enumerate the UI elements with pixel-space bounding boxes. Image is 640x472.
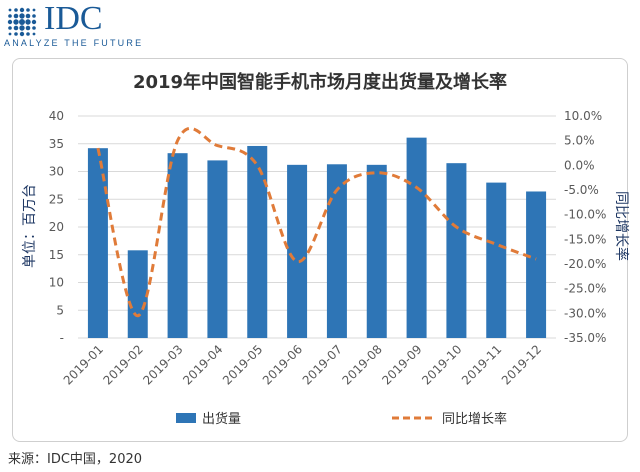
left-axis-ticks: - 5 10 15 20 25 30 35 40 (49, 109, 64, 345)
bar (446, 163, 467, 338)
left-tick-label: 5 (56, 303, 64, 317)
growth-rate-line (96, 126, 537, 318)
bar (247, 145, 268, 338)
right-tick-label: 0.0% (564, 158, 595, 172)
x-tick-label: 2019-04 (180, 342, 225, 387)
x-tick-label: 2019-12 (499, 342, 544, 387)
x-tick-label: 2019-09 (379, 342, 424, 387)
bar (366, 164, 387, 338)
legend-bar-swatch (176, 413, 196, 423)
bar (207, 160, 228, 338)
right-tick-label: -30.0% (564, 306, 606, 320)
right-tick-label: 10.0% (564, 109, 602, 123)
legend-bar-label: 出货量 (202, 411, 241, 427)
chart-title: 2019年中国智能手机市场月度出货量及增长率 (132, 72, 508, 93)
left-tick-label: 20 (49, 220, 64, 234)
x-tick-label: 2019-06 (260, 342, 305, 387)
bar (486, 182, 507, 338)
left-tick-label: 40 (49, 109, 64, 123)
legend: 出货量 同比增长率 (176, 411, 507, 427)
right-tick-label: -20.0% (564, 257, 606, 271)
right-tick-label: -35.0% (564, 331, 606, 345)
bar (406, 137, 427, 338)
dot-grid-icon (7, 7, 37, 37)
right-tick-label: -10.0% (564, 208, 606, 222)
left-tick-label: 25 (49, 192, 64, 206)
right-tick-label: -25.0% (564, 282, 606, 296)
x-tick-label: 2019-07 (300, 342, 345, 387)
x-tick-label: 2019-11 (459, 342, 504, 387)
line-series (96, 126, 537, 318)
x-tick-label: 2019-01 (61, 342, 106, 387)
right-axis-ticks: -35.0% -30.0% -25.0% -20.0% -15.0% -10.0% -5.0… (564, 109, 606, 345)
left-axis-label: 单位：百万台 (22, 184, 38, 268)
bar (287, 164, 308, 338)
logo-tagline: ANALYZE THE FUTURE (4, 38, 144, 48)
idc-logo: IDC ANALYZE THE FUTURE (4, 0, 154, 48)
bar-series (87, 137, 547, 338)
left-tick-label: 30 (49, 165, 64, 179)
legend-line-label: 同比增长率 (442, 411, 507, 427)
x-tick-label: 2019-03 (140, 342, 185, 387)
source-note: 来源：IDC中国，2020 (8, 452, 143, 467)
x-tick-label: 2019-05 (220, 342, 265, 387)
bar (526, 191, 547, 338)
logo-word: IDC (44, 0, 103, 37)
left-tick-label: 10 (49, 276, 64, 290)
x-tick-label: 2019-10 (419, 342, 464, 387)
right-axis-label: 同比增长率 (613, 191, 630, 261)
right-tick-label: 5.0% (564, 134, 595, 148)
chart-card (12, 58, 628, 442)
x-axis-ticks: 2019-012019-022019-032019-042019-052019-… (61, 342, 545, 387)
bar (127, 250, 148, 338)
left-tick-label: 15 (49, 248, 64, 262)
gridlines (78, 115, 556, 339)
left-tick-label: 35 (49, 137, 64, 151)
bar (87, 148, 108, 338)
right-tick-label: -15.0% (564, 232, 606, 246)
left-tick-label: - (60, 331, 64, 345)
x-tick-label: 2019-08 (340, 342, 385, 387)
x-tick-label: 2019-02 (101, 342, 146, 387)
right-tick-label: -5.0% (564, 183, 599, 197)
bar (326, 164, 347, 338)
bar (167, 153, 188, 338)
